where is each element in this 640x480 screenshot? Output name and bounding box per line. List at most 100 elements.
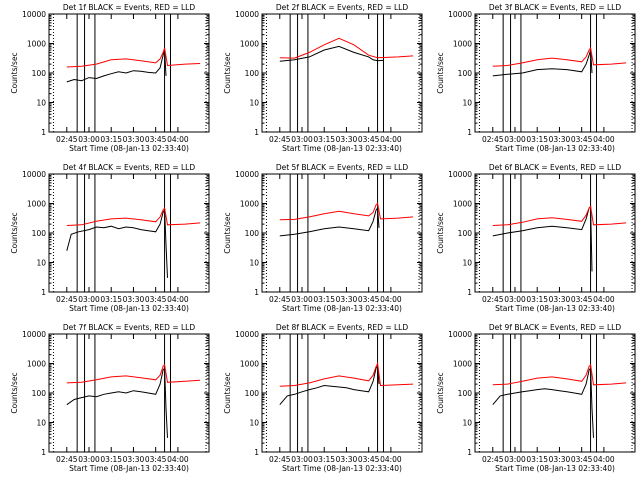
- detector-panel: 1 10 100 1000 10000 02:45 03:00 03:15 03:30 03:45…: [223, 163, 423, 313]
- events-series-line: [66, 366, 168, 438]
- x-tick-label: 03:45: [571, 135, 593, 144]
- x-tick-label: 03:00: [78, 455, 100, 464]
- x-tick-label: 04:00: [167, 295, 189, 304]
- x-tick-label: 03:00: [291, 455, 313, 464]
- lld-series-line: [66, 47, 201, 68]
- y-tick-label: 10: [36, 99, 46, 108]
- y-tick-label: 1000: [453, 200, 472, 209]
- events-series-line: [66, 49, 167, 83]
- x-tick-label: 03:30: [549, 135, 571, 144]
- x-axis-label: Start Time (08-Jan-13 02:33:40): [69, 144, 189, 153]
- y-tick-label: 10: [249, 259, 259, 268]
- x-tick-label: 03:30: [123, 135, 145, 144]
- x-axis-label: Start Time (08-Jan-13 02:33:40): [495, 304, 615, 313]
- x-tick-label: 03:00: [504, 455, 526, 464]
- y-tick-label: 1: [41, 448, 46, 457]
- y-tick-label: 10000: [235, 10, 259, 19]
- x-tick-label: 03:30: [336, 455, 358, 464]
- plot-frame: [474, 173, 636, 293]
- y-tick-label: 1: [254, 288, 259, 297]
- y-tick-label: 1000: [453, 40, 472, 49]
- x-axis-label: Start Time (08-Jan-13 02:33:40): [69, 464, 189, 473]
- x-tick-label: 03:00: [291, 295, 313, 304]
- x-tick-label: 03:45: [145, 135, 167, 144]
- x-tick-label: 02:45: [269, 455, 291, 464]
- x-tick-label: 04:00: [380, 455, 402, 464]
- x-tick-label: 02:45: [56, 135, 78, 144]
- x-tick-label: 03:45: [571, 455, 593, 464]
- x-tick-label: 02:45: [56, 295, 78, 304]
- y-tick-label: 1000: [27, 40, 46, 49]
- x-tick-label: 04:00: [593, 295, 615, 304]
- y-tick-label: 1: [254, 128, 259, 137]
- plot-frame: [261, 333, 423, 453]
- x-tick-label: 03:15: [100, 455, 122, 464]
- x-tick-label: 03:30: [549, 295, 571, 304]
- x-tick-label: 03:15: [313, 135, 335, 144]
- events-series-line: [66, 208, 168, 278]
- panel-title: Det 9f BLACK = Events, RED = LLD: [489, 323, 622, 332]
- y-tick-label: 1: [467, 128, 472, 137]
- events-series-line: [492, 366, 594, 438]
- x-tick-label: 03:45: [358, 455, 380, 464]
- y-tick-label: 10000: [235, 170, 259, 179]
- x-tick-label: 04:00: [380, 135, 402, 144]
- lld-series-line: [492, 363, 627, 386]
- y-axis-label: Counts/sec: [436, 52, 445, 93]
- panel-title: Det 3f BLACK = Events, RED = LLD: [489, 3, 622, 12]
- y-tick-label: 1000: [240, 360, 259, 369]
- detector-panel: 1 10 100 1000 10000 02:45 03:00 03:15 03:30 03:45…: [436, 323, 636, 473]
- x-tick-label: 03:30: [336, 135, 358, 144]
- lld-series-line: [279, 37, 414, 59]
- lld-series-line: [279, 202, 414, 221]
- x-tick-label: 04:00: [593, 135, 615, 144]
- x-tick-label: 03:30: [549, 455, 571, 464]
- detector-panel: 1 10 100 1000 10000 02:45 03:00 03:15 03:30 03:45…: [10, 323, 210, 473]
- x-tick-label: 04:00: [593, 455, 615, 464]
- x-tick-label: 02:45: [482, 295, 504, 304]
- y-tick-label: 10: [249, 99, 259, 108]
- detector-panel: 1 10 100 1000 10000 02:45 03:00 03:15 03:30 03:45…: [436, 163, 636, 313]
- y-tick-label: 100: [458, 389, 473, 398]
- y-tick-label: 100: [245, 69, 260, 78]
- x-tick-label: 03:30: [123, 295, 145, 304]
- y-tick-label: 10: [462, 419, 472, 428]
- y-tick-label: 100: [32, 69, 47, 78]
- y-tick-label: 10: [36, 259, 46, 268]
- y-tick-label: 1000: [453, 360, 472, 369]
- x-tick-label: 03:15: [313, 295, 335, 304]
- x-tick-label: 03:15: [526, 135, 548, 144]
- y-tick-label: 1: [467, 288, 472, 297]
- x-tick-label: 03:00: [504, 295, 526, 304]
- y-axis-label: Counts/sec: [436, 212, 445, 253]
- y-tick-label: 1000: [240, 200, 259, 209]
- x-axis-label: Start Time (08-Jan-13 02:33:40): [282, 144, 402, 153]
- y-tick-label: 100: [32, 389, 47, 398]
- panel-title: Det 1f BLACK = Events, RED = LLD: [63, 3, 196, 12]
- x-tick-label: 02:45: [269, 135, 291, 144]
- y-tick-label: 1000: [240, 40, 259, 49]
- x-tick-label: 03:00: [78, 295, 100, 304]
- plot-frame: [474, 333, 636, 453]
- y-tick-label: 1000: [27, 360, 46, 369]
- y-tick-label: 10: [462, 259, 472, 268]
- y-tick-label: 1000: [27, 200, 46, 209]
- events-series-line: [279, 365, 380, 406]
- y-tick-label: 10: [249, 419, 259, 428]
- panel-title: Det 5f BLACK = Events, RED = LLD: [276, 163, 409, 172]
- x-tick-label: 03:15: [526, 455, 548, 464]
- y-tick-label: 100: [458, 229, 473, 238]
- lld-series-line: [492, 46, 627, 67]
- y-tick-label: 10: [36, 419, 46, 428]
- x-axis-label: Start Time (08-Jan-13 02:33:40): [282, 304, 402, 313]
- lld-series-line: [279, 361, 414, 387]
- y-tick-label: 1: [41, 288, 46, 297]
- x-tick-label: 03:00: [78, 135, 100, 144]
- x-tick-label: 03:30: [336, 295, 358, 304]
- detector-panel: 1 10 100 1000 10000 02:45 03:00 03:15 03:30 03:45…: [223, 3, 423, 153]
- x-tick-label: 04:00: [380, 295, 402, 304]
- x-tick-label: 04:00: [167, 135, 189, 144]
- x-tick-label: 02:45: [482, 455, 504, 464]
- x-tick-label: 03:15: [100, 135, 122, 144]
- x-tick-label: 03:15: [100, 295, 122, 304]
